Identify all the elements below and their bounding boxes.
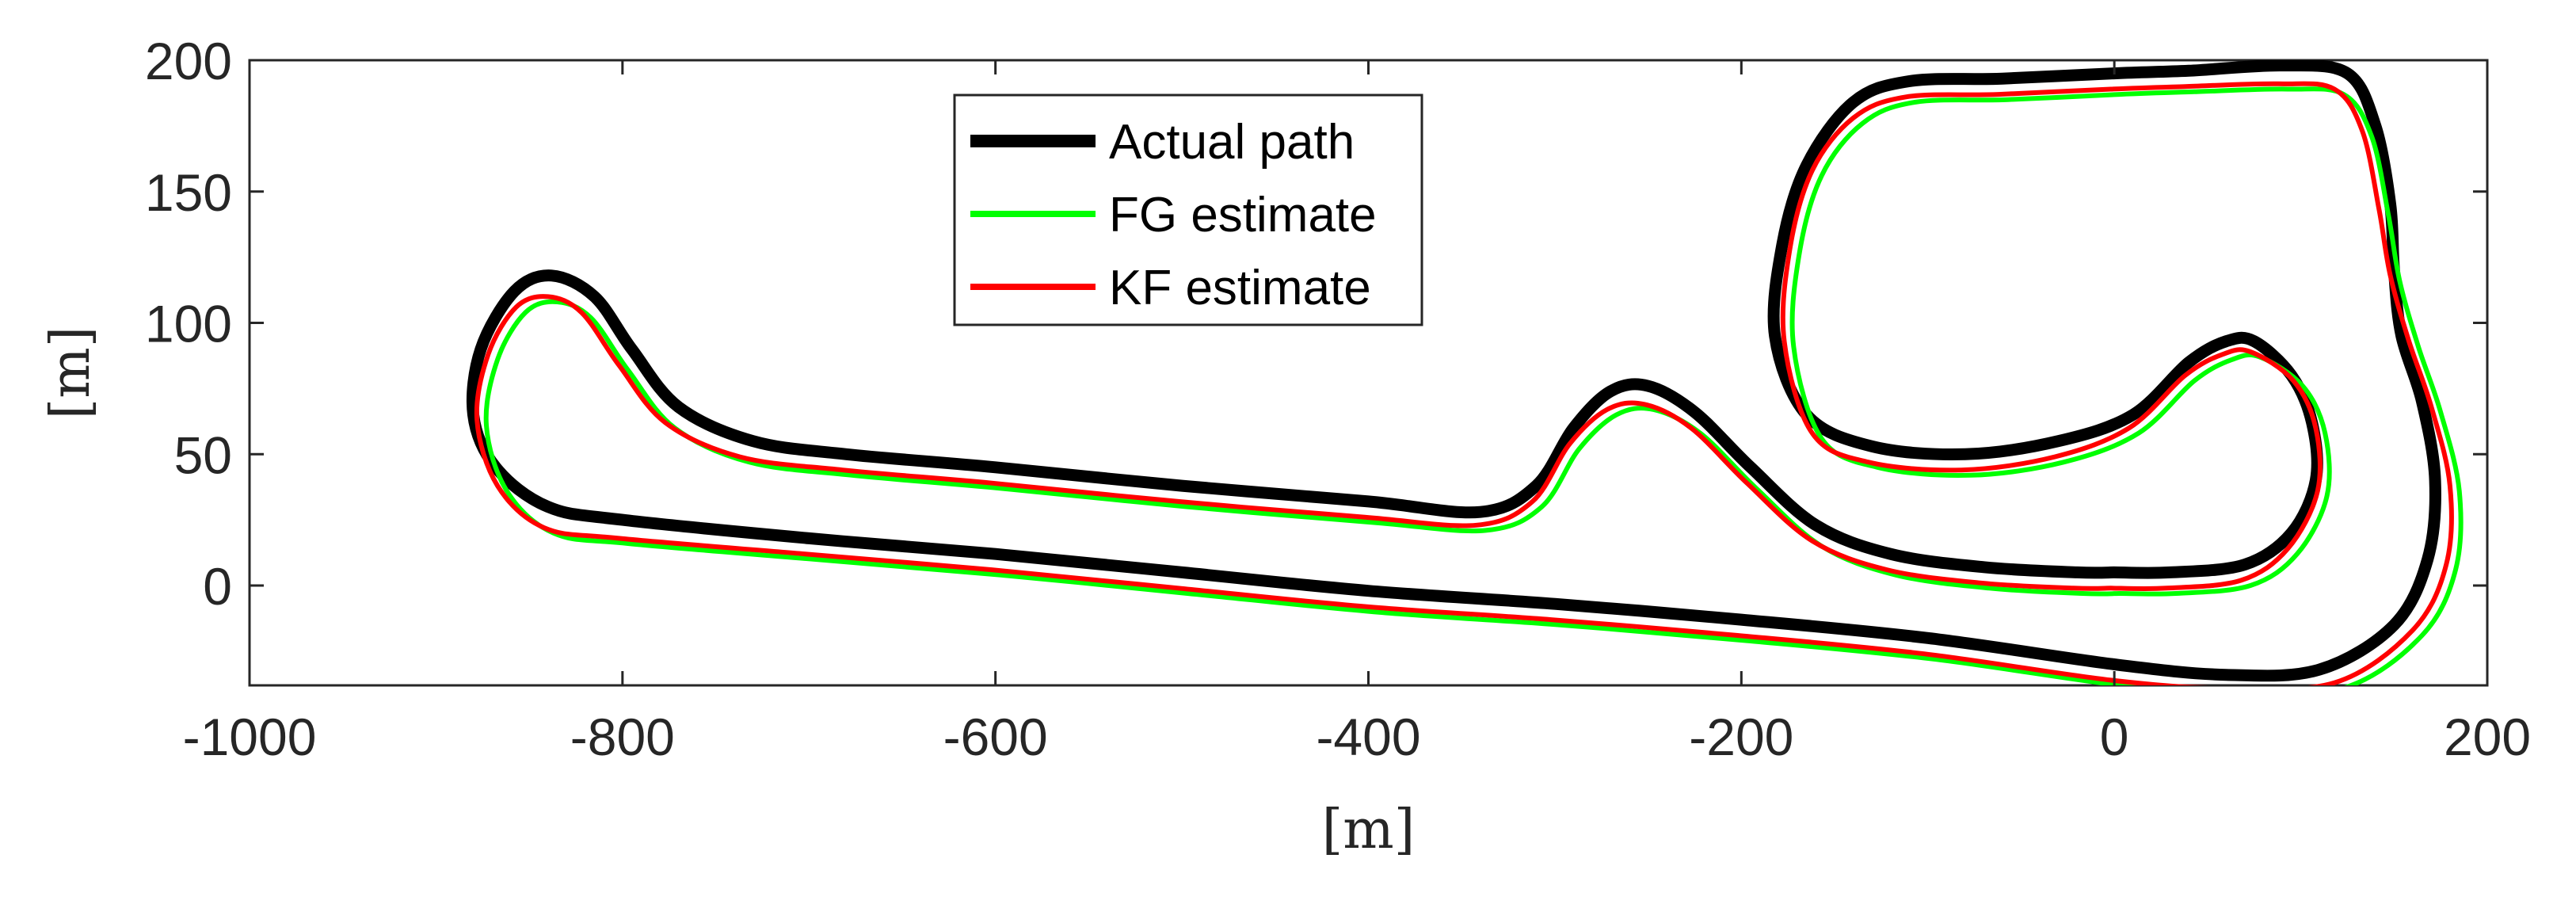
- legend-label: Actual path: [1109, 115, 1355, 170]
- series-line-actual-path: [466, 60, 2441, 682]
- y-tick-label: 150: [145, 163, 232, 222]
- x-tick-label: -800: [570, 708, 675, 766]
- y-axis-label: [m]: [40, 326, 102, 420]
- y-axis: 0 50 100 150 200: [145, 32, 2487, 616]
- x-axis-label: [m]: [1322, 799, 1416, 861]
- x-tick-label: -200: [1689, 708, 1793, 766]
- x-axis: -1000 -800 -600 -400 -200 0 200: [183, 60, 2531, 766]
- legend-label: KF estimate: [1109, 261, 1371, 315]
- y-tick-label: 0: [203, 557, 232, 616]
- series-line-kf-estimate: [474, 81, 2454, 685]
- x-tick-label: -400: [1316, 708, 1420, 766]
- legend-label: FG estimate: [1109, 188, 1377, 242]
- x-tick-label: -600: [943, 708, 1048, 766]
- x-tick-label: 0: [2100, 708, 2129, 766]
- series-layer: [466, 60, 2464, 685]
- series-line-fg-estimate: [483, 86, 2464, 685]
- y-tick-label: 50: [174, 425, 232, 484]
- y-tick-label: 200: [145, 32, 232, 90]
- x-tick-label: -1000: [183, 708, 317, 766]
- y-tick-label: 100: [145, 295, 232, 353]
- x-tick-label: 200: [2444, 708, 2531, 766]
- legend: Actual path FG estimate KF estimate: [953, 93, 1423, 326]
